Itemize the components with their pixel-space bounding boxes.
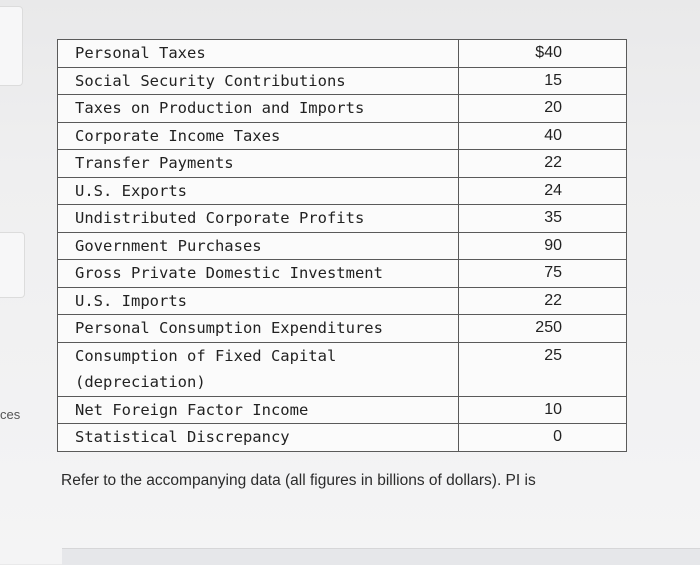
- row-label: Personal Consumption Expenditures: [57, 314, 459, 343]
- row-value: 22: [458, 286, 627, 315]
- row-value: 25: [458, 341, 627, 397]
- row-label: Personal Taxes: [57, 39, 459, 68]
- row-label: Corporate Income Taxes: [57, 121, 459, 150]
- row-label-line: Consumption of Fixed Capital: [75, 346, 337, 365]
- row-label: Government Purchases: [57, 231, 459, 260]
- table-row: Undistributed Corporate Profits 35: [57, 204, 627, 233]
- table-row: Transfer Payments 22: [57, 149, 627, 178]
- row-value: 10: [458, 395, 627, 424]
- table-row: Statistical Discrepancy 0: [57, 423, 627, 452]
- table-row: U.S. Imports 22: [57, 286, 627, 315]
- table-row: Gross Private Domestic Investment 75: [57, 259, 627, 288]
- answer-input[interactable]: [62, 548, 700, 565]
- row-value: 35: [458, 204, 627, 233]
- row-value: 15: [458, 66, 627, 95]
- row-label: Gross Private Domestic Investment: [57, 259, 459, 288]
- row-label: Net Foreign Factor Income: [57, 395, 459, 424]
- table-row: Consumption of Fixed Capital (depreciatio…: [57, 341, 627, 397]
- row-label: Social Security Contributions: [57, 66, 459, 95]
- row-value: 20: [458, 94, 627, 123]
- table-row: Taxes on Production and Imports 20: [57, 94, 627, 123]
- row-value: 90: [458, 231, 627, 260]
- data-table: Personal Taxes $40 Social Security Contrib…: [57, 39, 627, 452]
- table-row: Personal Taxes $40: [57, 39, 627, 68]
- table-row: Government Purchases 90: [57, 231, 627, 260]
- row-value: 22: [458, 149, 627, 178]
- table-row: Net Foreign Factor Income 10: [57, 395, 627, 424]
- previous-panel-edge: [0, 6, 23, 86]
- row-value: 75: [458, 259, 627, 288]
- table-row: U.S. Exports 24: [57, 176, 627, 205]
- table-row: Personal Consumption Expenditures 250: [57, 314, 627, 343]
- row-label: Statistical Discrepancy: [57, 423, 459, 452]
- row-value: 0: [458, 423, 627, 452]
- row-label: U.S. Imports: [57, 286, 459, 315]
- row-label: Undistributed Corporate Profits: [57, 204, 459, 233]
- table-row: Social Security Contributions 15: [57, 66, 627, 95]
- row-label: U.S. Exports: [57, 176, 459, 205]
- row-value: 24: [458, 176, 627, 205]
- row-label: Consumption of Fixed Capital (depreciatio…: [57, 341, 459, 397]
- row-value: 250: [458, 314, 627, 343]
- question-text: Refer to the accompanying data (all figu…: [61, 472, 536, 489]
- table-row: Corporate Income Taxes 40: [57, 121, 627, 150]
- row-label: Transfer Payments: [57, 149, 459, 178]
- row-value: 40: [458, 121, 627, 150]
- row-label: Taxes on Production and Imports: [57, 94, 459, 123]
- sidebar-fragment-text: ces: [0, 407, 21, 422]
- side-panel-edge: [0, 232, 25, 298]
- row-label-line: (depreciation): [75, 373, 206, 391]
- row-value: $40: [458, 39, 627, 68]
